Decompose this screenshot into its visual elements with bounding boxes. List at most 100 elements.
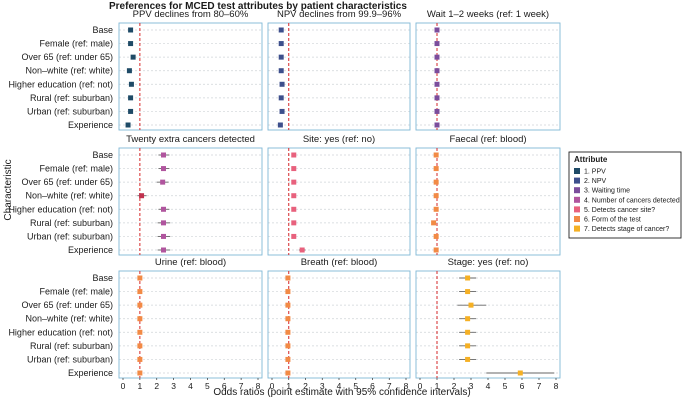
point-female-ref-male [137, 289, 143, 295]
y-tick-label: Experience [68, 120, 113, 130]
y-tick-label: Non–white (ref: white) [25, 191, 113, 201]
point-rural-ref-suburban [137, 343, 143, 349]
point-higher-education-ref-not [285, 329, 291, 335]
panel-border [118, 147, 263, 256]
y-tick-label: Base [92, 150, 113, 160]
point-urban-ref-suburban [161, 233, 166, 239]
point-urban-ref-suburban [465, 356, 471, 362]
y-tick-label: Over 65 (ref: under 65) [21, 177, 113, 187]
x-tick-label: 7 [537, 381, 542, 391]
panel-title: Faecal (ref: blood) [449, 134, 526, 145]
y-tick-label: Higher education (ref: not) [8, 327, 113, 337]
point-base [161, 152, 166, 158]
point-female-ref-male [465, 289, 471, 295]
panel-border [267, 22, 411, 131]
point-base [291, 152, 297, 158]
panels-layer: PPV declines from 80–60% Base Female (ref:… [8, 9, 561, 391]
y-tick-label: Urban (ref: suburban) [27, 106, 113, 116]
panel-title: PPV declines from 80–60% [133, 9, 249, 20]
legend-swatch [574, 206, 580, 213]
panel-5: Site: yes (ref: no) [267, 134, 411, 256]
point-non-white-ref-white [139, 193, 145, 199]
x-tick-label: 2 [154, 381, 159, 391]
x-tick-label: 3 [171, 381, 176, 391]
y-tick-label: Experience [68, 368, 113, 378]
point-experience [285, 370, 291, 376]
point-base [285, 275, 291, 281]
point-over-65-ref-under-65 [278, 54, 284, 60]
x-tick-label: 7 [387, 381, 392, 391]
point-female-ref-male [285, 289, 291, 295]
point-non-white-ref-white [291, 193, 297, 199]
panel-8: Breath (ref: blood) 0 1 2 3 4 5 6 7 8 [267, 257, 411, 391]
y-tick-label: Over 65 (ref: under 65) [21, 52, 113, 62]
y-tick-label: Higher education (ref: not) [8, 79, 113, 89]
point-experience [434, 122, 440, 128]
point-urban-ref-suburban [128, 108, 134, 114]
y-tick-label: Urban (ref: suburban) [27, 354, 113, 364]
point-urban-ref-suburban [137, 356, 143, 362]
panel-title: Site: yes (ref: no) [303, 134, 375, 145]
point-rural-ref-suburban [128, 95, 134, 101]
panel-border [267, 270, 411, 379]
point-higher-education-ref-not [279, 81, 285, 87]
x-tick-label: 2 [452, 381, 457, 391]
legend-label: 3. Waiting time [584, 188, 630, 195]
point-base [434, 27, 440, 33]
point-higher-education-ref-not [465, 329, 471, 335]
y-tick-label: Experience [68, 245, 113, 255]
point-rural-ref-suburban [285, 343, 291, 349]
point-rural-ref-suburban [161, 220, 166, 226]
x-axis-title: Odds ratios (point estimate with 95% con… [213, 387, 470, 398]
y-tick-label: Higher education (ref: not) [8, 204, 113, 214]
point-base [433, 152, 439, 158]
point-non-white-ref-white [465, 316, 471, 322]
point-non-white-ref-white [285, 316, 291, 322]
chart-title: Preferences for MCED test attributes by … [109, 1, 407, 12]
x-tick-label: 4 [188, 381, 193, 391]
legend-box [568, 151, 682, 239]
x-tick-label: 2 [303, 381, 308, 391]
point-base [128, 27, 134, 33]
point-base [278, 27, 284, 33]
x-tick-label: 1 [138, 381, 143, 391]
legend-title: Attribute [574, 155, 608, 164]
y-tick-label: Female (ref: male) [39, 164, 113, 174]
legend-label: 2. NPV [584, 178, 607, 185]
y-tick-label: Rural (ref: suburban) [30, 93, 113, 103]
point-over-65-ref-under-65 [291, 179, 297, 185]
point-rural-ref-suburban [465, 343, 471, 349]
point-higher-education-ref-not [128, 81, 134, 87]
panel-border [118, 22, 263, 131]
legend-label: 4. Number of cancers detected [584, 197, 680, 204]
point-experience [125, 122, 131, 128]
x-tick-label: 7 [239, 381, 244, 391]
point-rural-ref-suburban [278, 95, 284, 101]
point-non-white-ref-white [126, 68, 132, 74]
x-tick-label: 3 [320, 381, 325, 391]
panel-title: Stage: yes (ref: no) [448, 257, 529, 268]
x-tick-label: 5 [353, 381, 358, 391]
x-tick-label: 5 [503, 381, 508, 391]
point-higher-education-ref-not [291, 206, 297, 212]
panel-4: Twenty extra cancers detected Base Female … [8, 134, 263, 256]
y-tick-label: Urban (ref: suburban) [27, 231, 113, 241]
panel-title: NPV declines from 99.9–96% [277, 9, 402, 20]
point-experience [137, 370, 143, 376]
y-tick-label: Rural (ref: suburban) [30, 341, 113, 351]
point-higher-education-ref-not [433, 206, 439, 212]
panel-border [267, 147, 411, 256]
point-urban-ref-suburban [291, 233, 297, 239]
point-over-65-ref-under-65 [285, 302, 291, 308]
point-rural-ref-suburban [291, 220, 297, 226]
point-rural-ref-suburban [434, 95, 440, 101]
panel-9: Stage: yes (ref: no) 0 1 2 3 4 5 6 7 8 [415, 257, 561, 391]
panel-7: Urine (ref: blood) Base Female (ref: male)… [8, 257, 263, 391]
x-tick-label: 0 [121, 381, 126, 391]
point-female-ref-male [433, 166, 439, 172]
point-experience [299, 247, 305, 253]
point-urban-ref-suburban [279, 108, 285, 114]
point-experience [277, 122, 283, 128]
y-tick-label: Non–white (ref: white) [25, 66, 113, 76]
